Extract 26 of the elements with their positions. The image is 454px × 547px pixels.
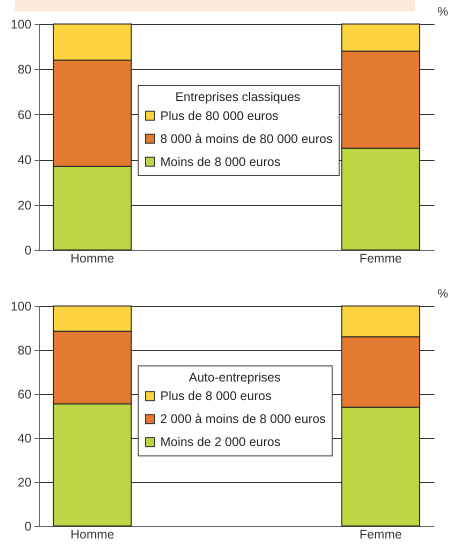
y-tick-label: 100 bbox=[10, 18, 32, 32]
y-tick-label: 60 bbox=[18, 388, 32, 402]
legend-title: Entreprises classiques bbox=[175, 90, 300, 104]
x-tick-label: Homme bbox=[70, 252, 114, 266]
y-tick-label: 20 bbox=[18, 198, 32, 212]
y-tick-label: 100 bbox=[10, 300, 32, 314]
legend-label: 8 000 à moins de 80 000 euros bbox=[160, 132, 333, 146]
legend-title: Auto-entreprises bbox=[188, 370, 281, 384]
y-tick-label: 40 bbox=[18, 153, 32, 168]
legend-label: 2 000 à moins de 8 000 euros bbox=[160, 412, 326, 426]
y-tick-label: 80 bbox=[18, 344, 32, 358]
legend-label: Moins de 2 000 euros bbox=[160, 435, 280, 450]
y-axis-title: % bbox=[438, 4, 448, 18]
y-axis-title: % bbox=[438, 286, 448, 300]
y-tick-label: 0 bbox=[24, 520, 32, 534]
y-tick-label: 40 bbox=[18, 432, 32, 446]
y-tick-label: 20 bbox=[18, 476, 32, 490]
y-tick-label: 0 bbox=[24, 244, 32, 258]
x-tick-label: Femme bbox=[359, 528, 402, 542]
x-tick-label: Femme bbox=[359, 252, 402, 266]
legend-label: Moins de 8 000 euros bbox=[160, 154, 280, 169]
legend-label: Plus de 80 000 euros bbox=[160, 108, 278, 123]
x-tick-label: Homme bbox=[70, 528, 114, 542]
legend-label: Plus de 8 000 euros bbox=[160, 389, 272, 404]
y-tick-label: 80 bbox=[18, 62, 32, 77]
y-tick-label: 60 bbox=[18, 108, 32, 122]
